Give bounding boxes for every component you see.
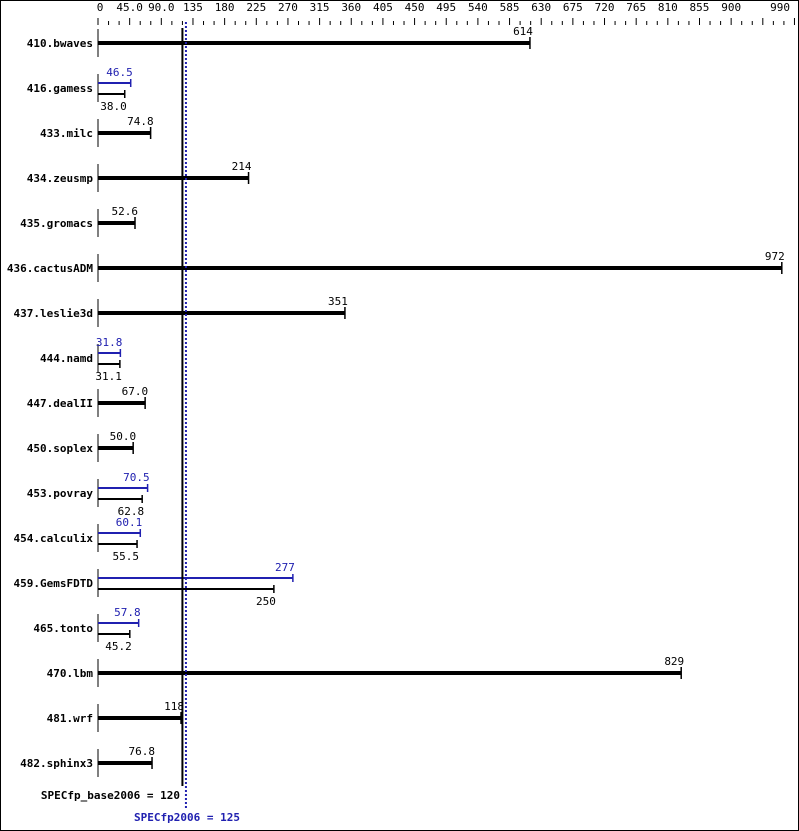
axis-tick-label: 720 — [595, 1, 615, 14]
peak-value-label: 277 — [275, 561, 295, 574]
benchmark-label: 447.dealII — [27, 397, 93, 410]
base-value-label: 50.0 — [110, 430, 137, 443]
benchmark-label: 470.lbm — [47, 667, 94, 680]
base-value-label: 76.8 — [129, 745, 156, 758]
benchmark-label: 416.gamess — [27, 82, 93, 95]
base-value-label: 614 — [513, 25, 533, 38]
benchmark-label: 454.calculix — [14, 532, 94, 545]
benchmark-label: 433.milc — [40, 127, 93, 140]
base-value-label: 250 — [256, 595, 276, 608]
base-value-label: 214 — [232, 160, 252, 173]
benchmark-label: 450.soplex — [27, 442, 94, 455]
benchmark-label: 444.namd — [40, 352, 93, 365]
benchmark-label: 410.bwaves — [27, 37, 93, 50]
benchmark-label: 453.povray — [27, 487, 94, 500]
base-value-label: 67.0 — [122, 385, 149, 398]
benchmark-label: 482.sphinx3 — [20, 757, 93, 770]
benchmark-label: 437.leslie3d — [14, 307, 93, 320]
peak-value-label: 57.8 — [114, 606, 141, 619]
base-value-label: 52.6 — [112, 205, 139, 218]
base-value-label: 829 — [664, 655, 684, 668]
peak-value-label: 70.5 — [123, 471, 150, 484]
benchmark-label: 465.tonto — [33, 622, 93, 635]
axis-tick-label: 855 — [690, 1, 710, 14]
base-value-label: 38.0 — [100, 100, 127, 113]
axis-tick-label: 675 — [563, 1, 583, 14]
base-value-label: 118 — [164, 700, 184, 713]
axis-tick-label: 495 — [436, 1, 456, 14]
benchmark-label: 459.GemsFDTD — [14, 577, 94, 590]
axis-tick-label: 180 — [215, 1, 235, 14]
axis-tick-label: 450 — [405, 1, 425, 14]
axis-tick-label: 540 — [468, 1, 488, 14]
benchmark-label: 436.cactusADM — [7, 262, 93, 275]
base-value-label: 74.8 — [127, 115, 154, 128]
benchmark-label: 434.zeusmp — [27, 172, 94, 185]
base-value-label: 31.1 — [95, 370, 122, 383]
axis-tick-label: 585 — [500, 1, 520, 14]
peak-value-label: 46.5 — [106, 66, 133, 79]
base-value-label: 351 — [328, 295, 348, 308]
axis-tick-label: 315 — [310, 1, 330, 14]
axis-tick-label: 90.0 — [148, 1, 175, 14]
axis-tick-label: 360 — [341, 1, 361, 14]
axis-tick-label: 630 — [531, 1, 551, 14]
axis-tick-label: 45.0 — [116, 1, 143, 14]
axis-tick-label: 900 — [721, 1, 741, 14]
base-value-label: 55.5 — [113, 550, 140, 563]
axis-tick-label: 0 — [97, 1, 104, 14]
axis-tick-label: 225 — [246, 1, 266, 14]
benchmark-label: 481.wrf — [47, 712, 93, 725]
axis-tick-label: 990 — [770, 1, 790, 14]
base-value-label: 45.2 — [105, 640, 132, 653]
axis-tick-label: 270 — [278, 1, 298, 14]
base-value-label: 972 — [765, 250, 785, 263]
peak-value-label: 60.1 — [116, 516, 143, 529]
axis-tick-label: 135 — [183, 1, 203, 14]
peak-value-label: 31.8 — [96, 336, 123, 349]
axis-tick-label: 405 — [373, 1, 393, 14]
axis-tick-label: 810 — [658, 1, 678, 14]
base-summary-label: SPECfp_base2006 = 120 — [41, 789, 180, 802]
benchmark-label: 435.gromacs — [20, 217, 93, 230]
base-value-label: 62.8 — [118, 505, 145, 518]
peak-summary-label: SPECfp2006 = 125 — [134, 811, 240, 824]
axis-tick-label: 765 — [626, 1, 646, 14]
